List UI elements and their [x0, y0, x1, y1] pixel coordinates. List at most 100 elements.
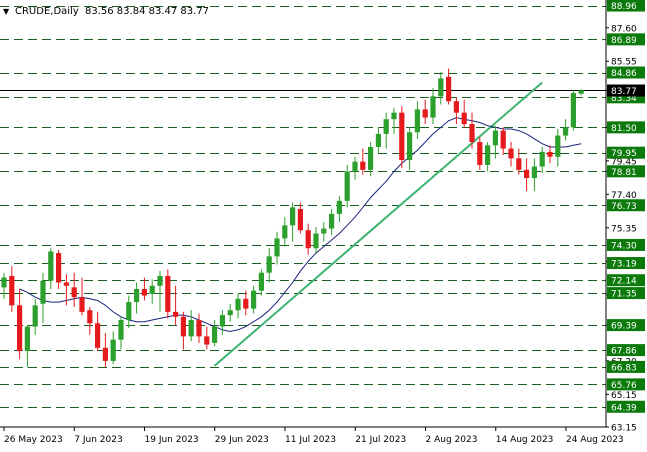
candle-body: [56, 253, 62, 283]
candle-body: [40, 280, 46, 304]
candle-body: [344, 171, 350, 201]
candle-body: [227, 310, 233, 316]
x-tick-label: 11 Jul 2023: [285, 435, 336, 445]
candle-body: [165, 275, 171, 312]
candle-body: [149, 285, 155, 294]
candle-body: [297, 209, 303, 231]
candle: [251, 285, 257, 314]
candle: [274, 231, 280, 265]
candle-body: [102, 347, 108, 361]
candle-body: [126, 302, 132, 321]
candle: [500, 127, 506, 156]
candle: [165, 269, 171, 319]
candle: [212, 320, 218, 347]
level-price-box: [607, 146, 645, 159]
level-price-label: 67.86: [611, 347, 637, 357]
candle-body: [282, 225, 288, 239]
candle: [430, 88, 436, 125]
x-tick-label: 21 Jul 2023: [355, 435, 406, 445]
candle-body: [360, 161, 366, 170]
candle-body: [336, 200, 342, 214]
level-price-box: [607, 319, 645, 332]
candle: [344, 164, 350, 208]
level-price-label: 66.83: [611, 363, 637, 373]
candle-body: [500, 130, 506, 149]
moving-average-group: [19, 117, 582, 333]
candle: [422, 99, 428, 125]
candle-body: [110, 339, 116, 361]
candle: [555, 128, 561, 167]
level-price-box: [607, 344, 645, 357]
candle: [305, 223, 311, 255]
candle-body: [477, 142, 483, 165]
level-price-label: 78.81: [611, 168, 637, 178]
collapse-marker-icon[interactable]: ▼: [3, 7, 10, 16]
candle: [87, 306, 93, 335]
candle-body: [446, 76, 452, 102]
level-price-label: 88.96: [611, 2, 637, 12]
candle: [321, 222, 327, 242]
y-tick-label: 85.55: [611, 58, 637, 68]
trendline: [213, 81, 543, 367]
candle: [32, 298, 38, 335]
candle: [375, 127, 381, 154]
candle: [399, 106, 405, 169]
candle: [149, 279, 155, 304]
candle: [297, 202, 303, 234]
candle: [360, 148, 366, 175]
candle: [173, 285, 179, 325]
level-price-box: [607, 199, 645, 212]
level-price-label: 73.19: [611, 260, 637, 270]
level-price-box: [607, 400, 645, 413]
candle: [102, 333, 108, 368]
level-price-box: [607, 360, 645, 373]
level-price-label: 84.86: [611, 69, 637, 79]
candle-body: [196, 320, 202, 337]
candle-body: [407, 132, 413, 161]
candle-body: [578, 90, 584, 94]
candle-body: [570, 93, 576, 128]
candle: [188, 310, 194, 342]
candle: [469, 112, 475, 149]
candle: [531, 158, 537, 192]
level-price-box: [607, 121, 645, 134]
candle: [9, 266, 15, 312]
x-tick-label: 14 Aug 2023: [496, 435, 554, 445]
candle: [40, 272, 46, 324]
candle-body: [24, 326, 30, 352]
candle-body: [32, 305, 38, 327]
candle: [570, 89, 576, 131]
candle-body: [469, 124, 475, 143]
candle-body: [235, 298, 241, 311]
candle: [391, 107, 397, 134]
level-price-label: 74.30: [611, 241, 637, 251]
level-price-box: [607, 257, 645, 270]
candle: [407, 127, 413, 170]
candle-body: [352, 161, 358, 172]
candle-body: [555, 135, 561, 157]
candle-body: [391, 112, 397, 120]
level-price-box: [607, 274, 645, 287]
candle-body: [188, 320, 194, 337]
candle-body: [173, 311, 179, 317]
moving-average-line: [19, 117, 582, 333]
candle: [196, 313, 202, 343]
trendline-group: [213, 81, 543, 367]
level-price-box: [607, 378, 645, 391]
x-tick-label: 2 Aug 2023: [426, 435, 478, 445]
candle-body: [313, 233, 319, 249]
candle: [313, 226, 319, 254]
candle-body: [266, 256, 272, 273]
candle: [126, 295, 132, 329]
level-price-label: 86.89: [611, 36, 637, 46]
candle-body: [71, 287, 77, 298]
candle: [17, 289, 23, 360]
level-price-box: [607, 66, 645, 79]
candle: [56, 249, 62, 290]
candle: [227, 303, 233, 322]
candle: [453, 97, 459, 125]
candle-body: [290, 207, 296, 226]
candles-group: [1, 68, 584, 368]
